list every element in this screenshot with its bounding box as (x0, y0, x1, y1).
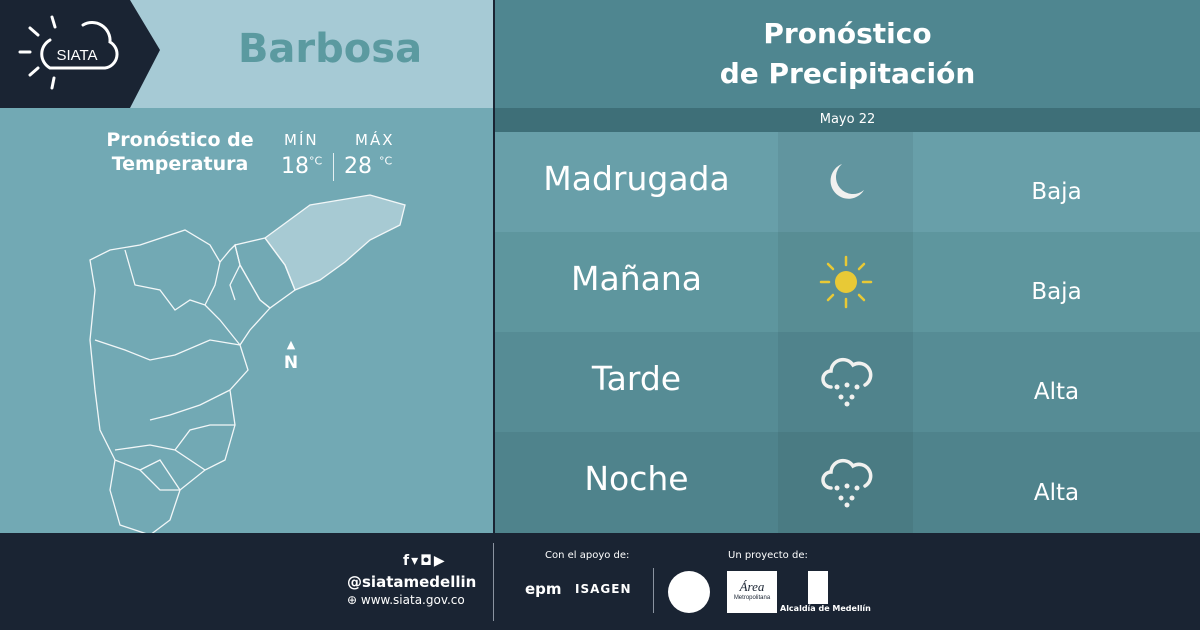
isagen-logo: ISAGEN (575, 582, 632, 596)
precipitation-level: Alta (1033, 379, 1080, 405)
area-metropolitana-logo: Área Metropolitana (727, 571, 777, 613)
period-label: Tarde (591, 358, 682, 398)
min-label: MÍN (284, 131, 319, 149)
rain-cloud-icon (778, 432, 913, 533)
forecast-row: Madrugada Baja (495, 132, 1200, 232)
moon-icon (778, 132, 913, 232)
support-label: Con el apoyo de: (545, 550, 630, 561)
period-label: Mañana (571, 258, 702, 298)
temp-divider (333, 153, 334, 181)
max-temp: 28 °C (344, 154, 393, 179)
forecast-row: Noche Alta (495, 432, 1200, 533)
siata-logo: SIATA (0, 0, 160, 108)
footer: f▾◘▶ @siatamedellin ⊕ www.siata.gov.co C… (0, 533, 1200, 630)
svg-text:SIATA: SIATA (56, 47, 97, 64)
precipitation-title: Pronóstico de Precipitación (719, 17, 976, 90)
period-label: Madrugada (543, 158, 730, 198)
university-seal (668, 571, 710, 613)
divider (653, 568, 654, 613)
forecast-row: Mañana Baja (495, 232, 1200, 332)
website-link[interactable]: ⊕ www.siata.gov.co (347, 593, 465, 607)
precipitation-level: Baja (1031, 279, 1082, 305)
forecast-row: Tarde Alta (495, 332, 1200, 432)
north-label: N (283, 353, 299, 373)
temperature-title: Pronóstico de Temperatura (80, 128, 280, 176)
precipitation-header (495, 0, 1200, 108)
social-icons[interactable]: f▾◘▶ (403, 553, 447, 569)
temperature-title-line1: Pronóstico de (106, 129, 254, 151)
globe-icon: ⊕ (347, 593, 358, 607)
project-label: Un proyecto de: (728, 550, 808, 561)
precipitation-level: Alta (1033, 479, 1080, 506)
min-temp: 18°C (281, 154, 323, 179)
epm-logo: epm (525, 580, 562, 598)
divider (493, 543, 494, 621)
forecast-date: Mayo 22 (495, 108, 1200, 132)
period-label: Noche (584, 459, 689, 498)
city-name: Barbosa (237, 26, 423, 72)
social-handle[interactable]: @siatamedellin (347, 573, 477, 591)
sun-cloud-logo-icon: SIATA (18, 15, 119, 90)
max-label: MÁX (355, 131, 395, 149)
precipitation-level: Baja (1031, 179, 1082, 205)
map-panel (0, 108, 493, 535)
rain-cloud-icon (778, 332, 913, 432)
north-arrow-icon: ▲ (286, 338, 296, 351)
temperature-title-line2: Temperatura (111, 153, 249, 175)
alcaldia-emblem (808, 571, 828, 604)
municipality-map (89, 194, 406, 535)
sun-icon (778, 232, 913, 332)
alcaldia-label: Alcaldía de Medellín (780, 604, 871, 613)
north-indicator: ▲ N (282, 336, 300, 372)
